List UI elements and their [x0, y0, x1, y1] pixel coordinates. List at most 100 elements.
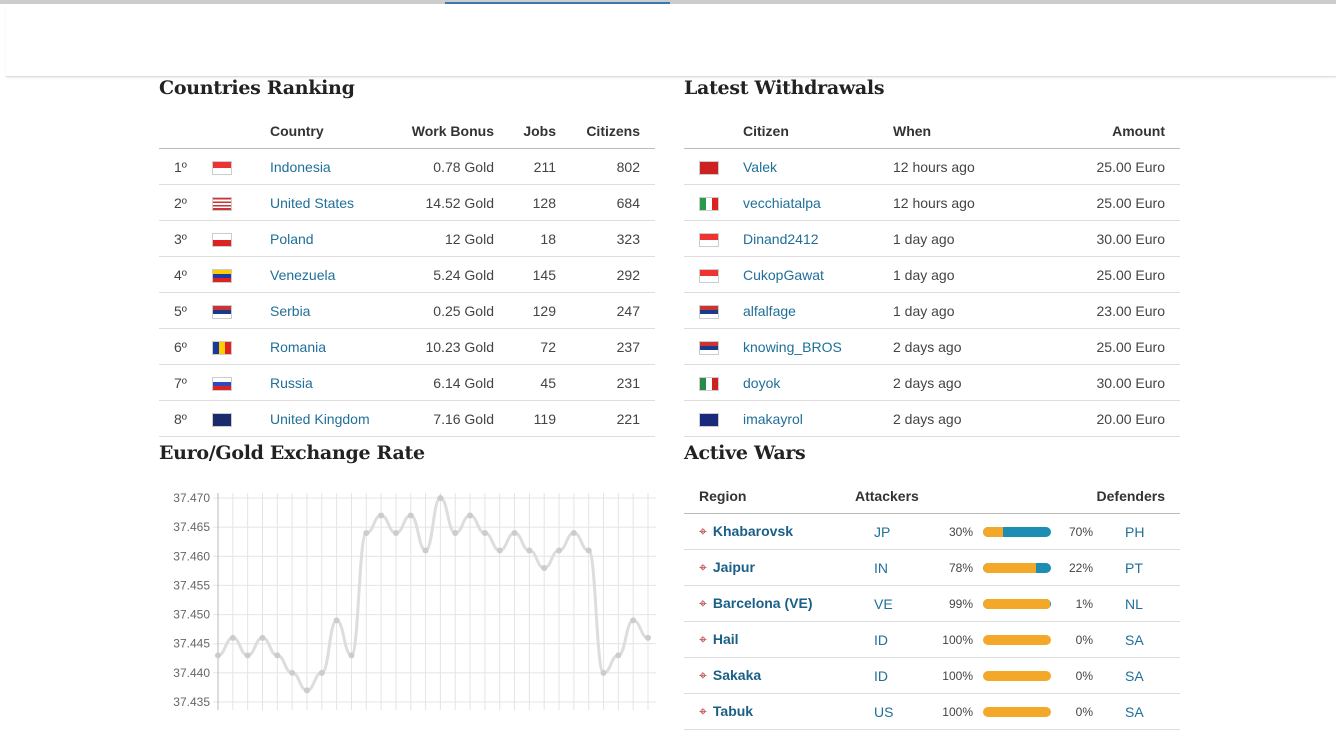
country-link[interactable]: Venezuela [270, 266, 336, 283]
region-link[interactable]: Sakaka [712, 667, 762, 683]
defender-percent: 1% [1075, 596, 1093, 611]
attacker-link[interactable]: IN [874, 559, 888, 576]
amount: 23.00 Euro [1035, 292, 1180, 329]
data-point [229, 634, 236, 641]
defender-link[interactable]: SA [1124, 667, 1144, 684]
header-overlay [6, 4, 1336, 77]
amount: 25.00 Euro [1035, 256, 1180, 293]
data-point [259, 634, 266, 641]
attacker-percent: 100% [942, 632, 973, 647]
flag-indonesia-icon [699, 232, 719, 247]
country-link[interactable]: United Kingdom [270, 410, 370, 427]
data-point [422, 547, 429, 554]
defender-link[interactable]: NL [1124, 595, 1143, 612]
y-tick-label: 37.445 [173, 637, 210, 651]
y-tick-label: 37.440 [173, 666, 210, 680]
section-title: Countries Ranking [159, 77, 355, 99]
target-icon: ⌖ [699, 631, 707, 647]
amount: 30.00 Euro [1035, 220, 1180, 257]
wars-table: Region Attackers Defenders ⌖ Khabarovsk JP… [684, 478, 1180, 730]
flag-united-kingdom-icon [212, 412, 232, 427]
war-progress-bar [983, 634, 1051, 645]
target-icon: ⌖ [699, 559, 707, 575]
flag-romania-icon [212, 340, 232, 355]
citizen-link[interactable]: alfalfage [743, 302, 796, 319]
attacker-fill [983, 562, 1037, 573]
col-work-bonus: Work Bonus [392, 113, 495, 149]
col-amount: Amount [1035, 113, 1180, 149]
attacker-fill [983, 526, 1004, 537]
region-link[interactable]: Khabarovsk [712, 523, 794, 539]
citizen-link[interactable]: Valek [743, 158, 777, 175]
attacker-link[interactable]: ID [874, 631, 888, 648]
country-link[interactable]: Poland [270, 230, 314, 247]
data-point [452, 529, 459, 536]
when: 12 hours ago [892, 148, 1036, 185]
target-icon: ⌖ [699, 595, 707, 611]
country-link[interactable]: Serbia [270, 302, 311, 319]
defender-percent: 0% [1075, 632, 1093, 647]
rank: 1º [159, 148, 211, 185]
attacker-link[interactable]: US [874, 703, 894, 720]
attacker-link[interactable]: ID [874, 667, 888, 684]
citizen-link[interactable]: CukopGawat [743, 266, 824, 283]
jobs: 72 [495, 328, 557, 365]
col-defenders: Defenders [1094, 478, 1180, 514]
country-link[interactable]: United States [270, 194, 355, 211]
col-when: When [892, 113, 1036, 149]
war-progress-bar [983, 670, 1051, 681]
ranking-row: 1º Indonesia 0.78 Gold 211 802 [159, 148, 655, 185]
ranking-row: 4º Venezuela 5.24 Gold 145 292 [159, 256, 655, 293]
amount: 20.00 Euro [1035, 400, 1180, 437]
attacker-fill [983, 598, 1051, 609]
citizen-link[interactable]: vecchiatalpa [743, 194, 821, 211]
region-link[interactable]: Hail [712, 631, 739, 647]
y-tick-label: 37.470 [173, 491, 210, 505]
region-link[interactable]: Tabuk [712, 703, 754, 719]
defender-link[interactable]: PH [1124, 523, 1145, 540]
data-point [363, 529, 370, 536]
war-row: ⌖ Sakaka ID 100% 0% SA [684, 657, 1180, 694]
region-link[interactable]: Barcelona (VE) [712, 595, 813, 611]
flag-united-states-icon [212, 196, 232, 211]
data-point [318, 669, 325, 676]
exchange-rate: Euro/Gold Exchange Rate [159, 442, 655, 464]
attacker-link[interactable]: VE [874, 595, 893, 612]
country-link[interactable]: Romania [270, 338, 327, 355]
war-progress-bar [983, 562, 1051, 573]
work-bonus: 5.24 Gold [392, 256, 495, 293]
citizen-link[interactable]: knowing_BROS [743, 338, 842, 355]
rank: 7º [159, 364, 211, 401]
citizen-link[interactable]: Dinand2412 [743, 230, 819, 247]
attacker-link[interactable]: JP [874, 523, 891, 540]
flag-indonesia-icon [212, 160, 232, 175]
active-tab-indicator [445, 2, 670, 5]
jobs: 45 [495, 364, 557, 401]
citizens: 802 [557, 148, 655, 185]
defender-link[interactable]: SA [1124, 631, 1144, 648]
flag-italy-icon [699, 196, 719, 211]
col-jobs: Jobs [495, 113, 557, 149]
flag-norway-icon [699, 160, 719, 175]
when: 1 day ago [892, 292, 1036, 329]
y-tick-label: 37.455 [173, 578, 210, 592]
defender-link[interactable]: PT [1124, 559, 1143, 576]
country-link[interactable]: Indonesia [270, 158, 331, 175]
country-link[interactable]: Russia [270, 374, 313, 391]
defender-link[interactable]: SA [1124, 703, 1144, 720]
rank: 3º [159, 220, 211, 257]
section-title: Latest Withdrawals [684, 77, 885, 99]
citizen-link[interactable]: doyok [743, 374, 781, 391]
defender-percent: 22% [1068, 560, 1093, 575]
countries-ranking: Countries Ranking Country Work Bonus Job… [159, 77, 655, 437]
flag-venezuela-icon [212, 268, 232, 283]
attacker-percent: 100% [942, 668, 973, 683]
citizens: 237 [557, 328, 655, 365]
citizen-link[interactable]: imakayrol [743, 410, 803, 427]
region-link[interactable]: Jaipur [712, 559, 755, 575]
data-point [437, 495, 444, 501]
ranking-row: 3º Poland 12 Gold 18 323 [159, 220, 655, 257]
jobs: 211 [495, 148, 557, 185]
target-icon: ⌖ [699, 667, 707, 683]
jobs: 129 [495, 292, 557, 329]
